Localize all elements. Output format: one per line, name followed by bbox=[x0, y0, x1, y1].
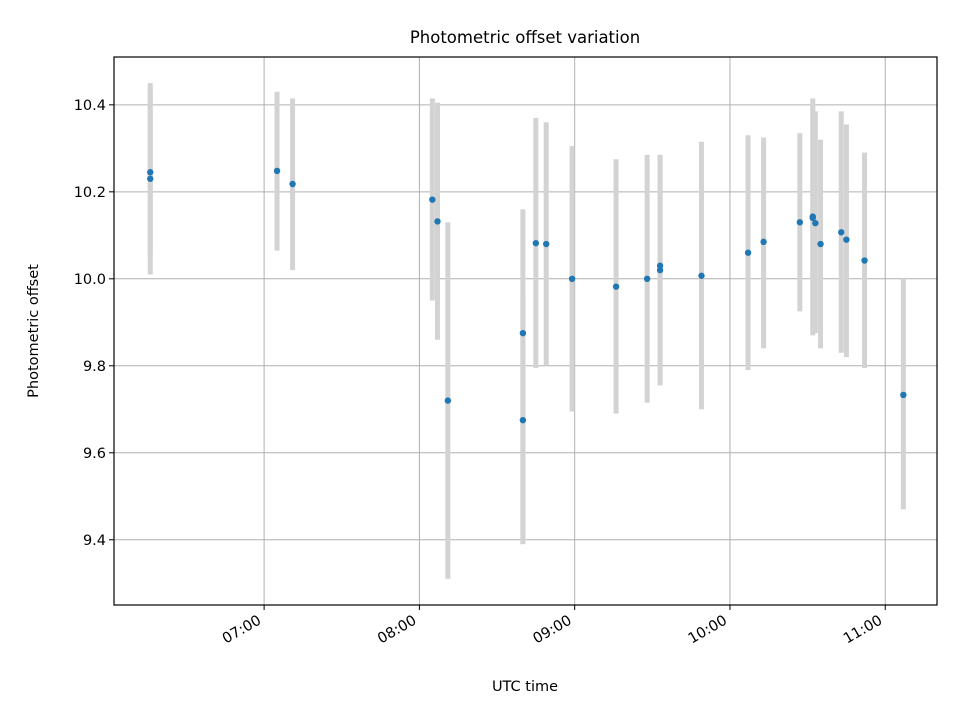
y-tick-label: 10.0 bbox=[74, 272, 106, 288]
y-tick-label: 10.4 bbox=[74, 98, 106, 114]
data-point bbox=[543, 240, 550, 248]
data-point bbox=[434, 218, 441, 225]
data-point bbox=[612, 283, 620, 290]
y-axis-label: Photometric offset bbox=[26, 264, 42, 398]
data-point bbox=[519, 416, 527, 424]
data-point bbox=[532, 239, 540, 247]
y-tick-label: 10.2 bbox=[74, 185, 106, 201]
data-point bbox=[147, 175, 154, 182]
data-point bbox=[568, 275, 576, 283]
data-point bbox=[900, 391, 907, 399]
y-tick-label: 9.8 bbox=[83, 359, 106, 375]
data-point bbox=[817, 240, 824, 248]
data-point bbox=[838, 229, 845, 236]
data-point bbox=[796, 219, 804, 226]
data-point bbox=[809, 214, 816, 222]
y-axis-ticks: 9.4 9.6 9.8 10.0 10.2 10.4 bbox=[74, 98, 114, 549]
chart-title: Photometric offset variation bbox=[410, 28, 640, 47]
data-point bbox=[429, 196, 436, 203]
y-tick-label: 9.6 bbox=[83, 446, 106, 462]
data-point bbox=[273, 167, 281, 175]
data-point bbox=[519, 329, 527, 337]
data-point bbox=[147, 169, 154, 176]
data-point bbox=[861, 257, 868, 264]
y-tick-label: 9.4 bbox=[83, 533, 106, 549]
data-point bbox=[289, 180, 296, 188]
x-axis-label: UTC time bbox=[492, 679, 558, 695]
data-point bbox=[843, 236, 850, 243]
data-points bbox=[147, 167, 907, 424]
data-point bbox=[643, 275, 651, 283]
plot-frame bbox=[113, 56, 938, 606]
data-point bbox=[698, 272, 705, 279]
data-point bbox=[656, 262, 664, 269]
data-point bbox=[744, 249, 752, 256]
data-point bbox=[444, 397, 452, 404]
data-point bbox=[760, 238, 767, 246]
data-point bbox=[812, 219, 819, 227]
